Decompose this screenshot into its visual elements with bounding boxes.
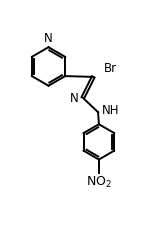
Text: Br: Br <box>104 62 117 75</box>
Text: N: N <box>70 92 79 105</box>
Text: NO$_2$: NO$_2$ <box>86 174 112 190</box>
Text: N: N <box>44 32 53 45</box>
Text: NH: NH <box>102 104 120 117</box>
